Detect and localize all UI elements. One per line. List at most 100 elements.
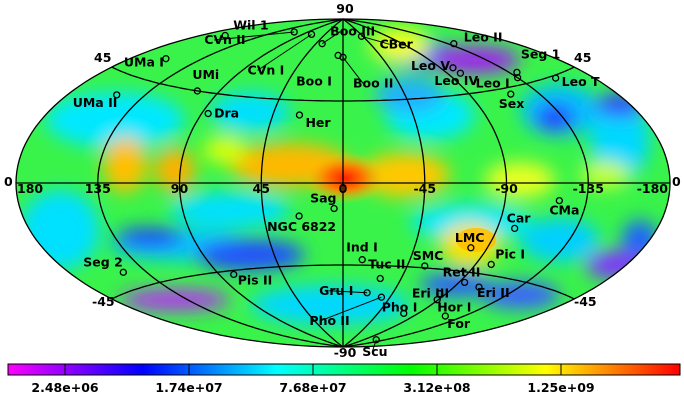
galaxy-leo-v: Leo V [411, 58, 457, 73]
galaxy-boo-ii: Boo II [339, 53, 393, 90]
galaxy-label: Sex [499, 96, 525, 111]
galaxy-label: Leo T [562, 74, 600, 89]
galaxy-label: CVn I [248, 62, 285, 77]
galaxy-her: Her [295, 111, 331, 130]
galaxy-label: Eri II [477, 285, 510, 300]
galaxy-label: Pho I [382, 299, 418, 314]
galaxy-marker [441, 312, 449, 320]
colorbar-tick-label: 1.25e+09 [527, 380, 594, 395]
galaxy-label: Scu [362, 344, 387, 359]
galaxy-label: SMC [413, 248, 444, 263]
galaxy-marker [339, 53, 347, 61]
galaxy-marker [307, 30, 316, 39]
galaxy-marker [204, 109, 212, 118]
galaxy-marker [330, 204, 338, 213]
galaxy-marker [230, 270, 238, 279]
label-leader [361, 35, 390, 45]
lon-tick-label: -180 [637, 181, 669, 196]
colorbar-tick-label: 2.48e+06 [31, 380, 98, 395]
galaxy-label: Seg 2 [83, 254, 122, 269]
galaxy-marker [467, 244, 475, 252]
galaxy-marker [433, 296, 441, 304]
galaxy-marker [511, 224, 519, 233]
galaxy-label: Boo I [296, 73, 332, 88]
galaxy-label: CBer [379, 36, 413, 51]
galaxy-pho-ii: Pho II [309, 293, 386, 328]
parallel-line [111, 264, 575, 300]
galaxy-marker [119, 268, 127, 276]
galaxy-marker [193, 87, 201, 95]
lon-tick-label: 0 [339, 181, 348, 196]
galaxy-marker [475, 283, 483, 291]
galaxy-car: Car [507, 210, 532, 233]
galaxy-umi: UMi [192, 67, 219, 95]
lon-tick-label: -135 [573, 181, 604, 196]
lat-tick-label: -45 [92, 294, 115, 309]
galaxy-label: Seg 1 [521, 46, 560, 61]
lon-origin-label: 0 [672, 174, 681, 189]
galaxy-uma-i: UMa I [124, 55, 170, 70]
colorbar-gradient [7, 363, 681, 376]
galaxy-marker [436, 290, 444, 298]
galaxy-pho-i: Pho I [382, 299, 418, 318]
galaxy-for: For [441, 312, 471, 331]
galaxy-cvn-i: CVn I [248, 30, 316, 77]
galaxy-label: Sag [310, 191, 336, 206]
galaxy-label: CMa [549, 203, 579, 218]
galaxy-marker [377, 293, 386, 301]
galaxy-leo-i: Leo I [476, 74, 522, 91]
galaxy-label: Boo II [353, 75, 393, 90]
label-leader [257, 33, 312, 71]
lon-tick-label: 180 [17, 181, 43, 196]
galaxy-marker [363, 289, 371, 297]
galaxy-label: Eri III [412, 286, 449, 301]
galaxy-eri-iii: Eri III [412, 286, 449, 301]
galaxy-hor-i: Hor I [433, 296, 471, 315]
galaxy-label: Gru I [319, 283, 353, 298]
galaxy-label: Car [507, 210, 532, 225]
galaxy-tuc-ii: Tuc II [368, 257, 405, 283]
galaxy-label: Boo III [330, 24, 375, 39]
label-leader [342, 56, 364, 84]
galaxy-label: Wil 1 [233, 18, 268, 33]
parallel-line [111, 66, 575, 102]
label-leader [329, 290, 368, 294]
galaxy-pic-i: Pic I [487, 246, 525, 269]
label-leader [371, 339, 377, 352]
galaxy-label: Ind I [346, 240, 378, 255]
lon-tick-label: 90 [171, 181, 189, 196]
galaxy-marker [162, 55, 170, 63]
lon-tick-label: -45 [413, 181, 436, 196]
galaxy-label: UMa I [124, 55, 164, 70]
label-leader [319, 296, 382, 322]
galaxy-marker [400, 309, 408, 318]
galaxy-label: Leo V [411, 58, 450, 73]
galaxy-marker [290, 28, 298, 36]
galaxy-label: Tuc II [368, 257, 405, 272]
galaxy-leo-t: Leo T [552, 74, 600, 89]
label-leader [214, 31, 295, 41]
galaxy-marker [460, 278, 469, 287]
colorbar-tick-label: 3.12e+08 [403, 380, 470, 395]
galaxy-label: Leo IV [434, 73, 478, 88]
galaxy-ret-ii: Ret II [443, 264, 480, 287]
galaxy-uma-ii: UMa II [73, 91, 121, 110]
galaxy-marker [456, 69, 465, 77]
galaxy-seg-2: Seg 2 [83, 254, 127, 276]
galaxy-pis-ii: Pis II [230, 270, 272, 287]
galaxy-scu: Scu [362, 336, 388, 359]
galaxy-ngc-6822: NGC 6822 [267, 212, 336, 234]
galaxy-marker [113, 91, 121, 99]
galaxy-eri-ii: Eri II [475, 283, 510, 300]
galaxy-markers: Boo III CBer Leo II Wil 1 UMa I CVn II Leo V Se… [73, 18, 600, 359]
galaxy-label: LMC [455, 230, 485, 245]
lon-tick-label: 135 [85, 181, 111, 196]
galaxy-marker [372, 336, 380, 344]
galaxy-leo-iv: Leo IV [434, 69, 478, 88]
galaxy-gru-i: Gru I [319, 283, 371, 298]
galaxy-label: Dra [214, 106, 239, 121]
galaxy-cber: CBer [357, 32, 414, 51]
galaxy-label: CVn II [204, 32, 245, 47]
galaxy-label: Leo I [476, 76, 510, 91]
galaxy-sag: Sag [310, 191, 338, 213]
